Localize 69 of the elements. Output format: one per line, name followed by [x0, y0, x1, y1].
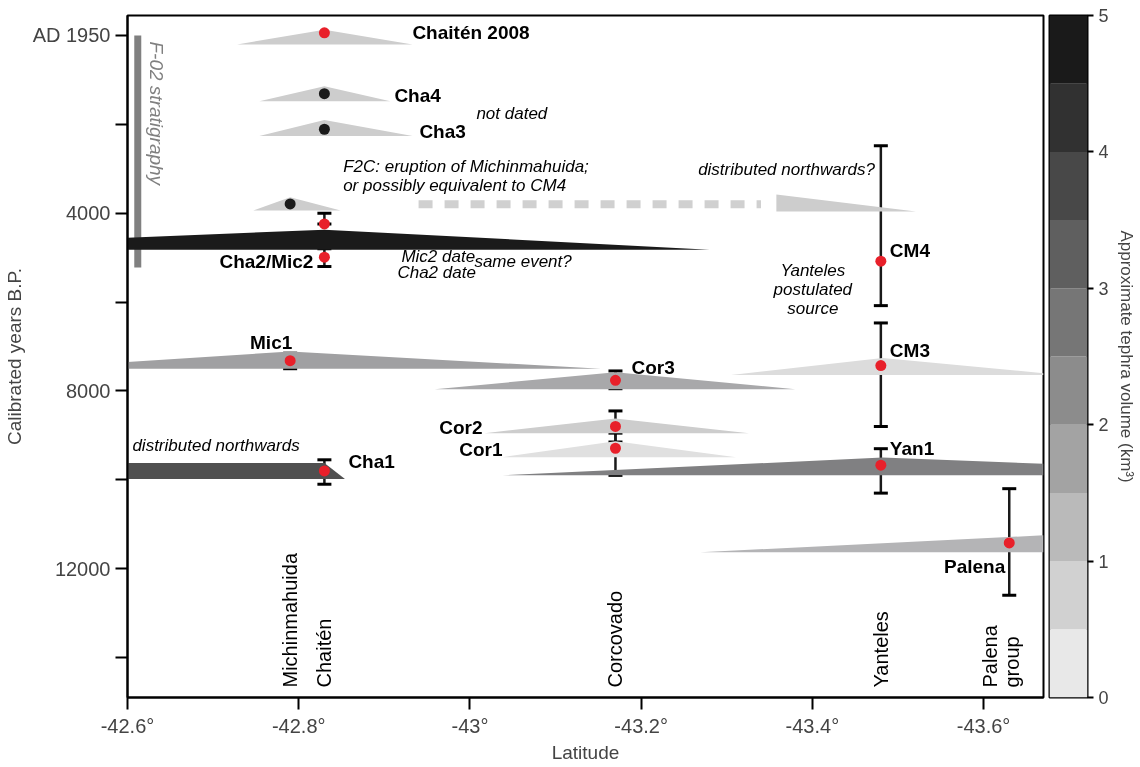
bar	[1049, 629, 1088, 698]
annotation: Corcovado	[604, 590, 627, 688]
bar	[1049, 15, 1088, 84]
y-tick-label: 4	[1098, 142, 1109, 163]
point	[609, 374, 621, 386]
point	[875, 360, 887, 372]
x-axis-title: Latitude	[551, 741, 620, 763]
annotation: same event?	[474, 251, 573, 271]
annotation: Cha4	[394, 85, 442, 107]
y-tick-label: 3	[1098, 278, 1109, 299]
annotation: CM4	[889, 239, 931, 261]
annotation: Michinmahuida	[279, 552, 302, 688]
bar	[1049, 288, 1088, 357]
x-tick-label: -42.8°	[271, 714, 326, 737]
annotation: Yanteles	[869, 611, 892, 688]
annotation: Cor1	[459, 438, 503, 460]
y-axis-title: Calibrated years B.P.	[3, 267, 25, 446]
y-tick-label: 8000	[66, 379, 111, 402]
y-axis-title: Approximate tephra volume (km³)	[1116, 230, 1136, 483]
y-tick-label: 4000	[66, 202, 111, 225]
point	[318, 251, 330, 263]
bar	[1049, 356, 1088, 425]
annotation: distributed northwards	[132, 436, 301, 456]
point	[318, 27, 330, 39]
x-tick-label: -43.6°	[956, 714, 1011, 737]
y-tick-label: 0	[1098, 688, 1109, 708]
point	[318, 465, 330, 477]
annotation: Chaitén	[313, 618, 336, 688]
annotation: Palena group	[979, 624, 1024, 688]
annotation: Cha2/Mic2	[219, 250, 314, 272]
point	[318, 123, 330, 135]
annotation: F2C: eruption of Michinmahuida; or possibly equivalent to CM4	[343, 156, 590, 195]
point	[318, 88, 330, 100]
annotation: distributed northwards?	[698, 159, 876, 179]
bar	[1049, 424, 1088, 493]
annotation: Chaitén 2008	[412, 22, 530, 44]
annotation: Yanteles postulated source	[772, 260, 853, 318]
x-tick-label: -43.2°	[614, 714, 668, 737]
bar	[1049, 83, 1088, 152]
x-tick-label: -43.4°	[785, 714, 840, 737]
point	[609, 420, 621, 432]
y-tick-label: AD 1950	[32, 24, 111, 47]
point	[609, 442, 621, 454]
annotation: Cor3	[631, 356, 675, 378]
bar	[1049, 151, 1088, 221]
y-tick-label: 5	[1098, 6, 1109, 26]
bar	[1049, 561, 1088, 630]
point	[284, 198, 296, 210]
y-tick-label: 1	[1098, 551, 1109, 572]
y-tick-label: 12000	[54, 557, 111, 580]
point	[875, 255, 887, 267]
annotation: Yan1	[889, 437, 935, 459]
annotation: Palena	[944, 556, 1006, 578]
annotation: Cor2	[439, 416, 483, 438]
annotation: not dated	[476, 104, 548, 124]
annotation: CM3	[889, 340, 930, 362]
y-tick-label: 2	[1098, 415, 1109, 436]
annotation: Mic1	[250, 332, 293, 354]
point	[284, 355, 296, 367]
bar	[1049, 492, 1088, 562]
annotation: Cha1	[348, 451, 396, 473]
x-tick-label: -43°	[451, 714, 489, 737]
point	[875, 459, 887, 471]
point	[318, 218, 330, 230]
text: F-02 stratigraphy	[145, 41, 167, 187]
annotation: Cha3	[419, 120, 466, 142]
point	[1003, 537, 1015, 549]
bar	[1049, 220, 1088, 289]
x-tick-label: -42.6°	[100, 714, 155, 737]
